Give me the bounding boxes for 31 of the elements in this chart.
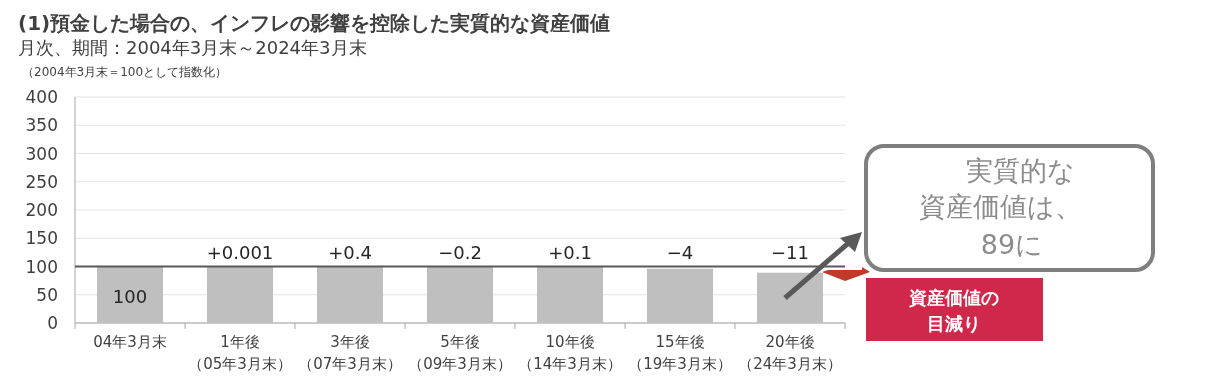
- y-tick-label: 400: [25, 87, 58, 107]
- text: 資産価値の: [908, 287, 999, 308]
- chart-subtitle: 月次、期間：2004年3月末～2024年3月末: [18, 37, 367, 58]
- y-axis-title: （2004年3月末＝100として指数化）: [22, 65, 228, 79]
- x-tick-label: 5年後（09年3月末）: [408, 333, 512, 373]
- chart-title: (1)預金した場合の、インフレの影響を控除した実質的な資産価値: [18, 11, 611, 35]
- x-tick-label: 04年3月末: [93, 333, 167, 351]
- x-tick-label: 3年後（07年3月末）: [298, 333, 402, 373]
- y-tick-label: 300: [25, 143, 58, 164]
- text: 目減り: [927, 313, 981, 334]
- y-tick-label: 0: [47, 313, 58, 333]
- x-tick-label: 1年後（05年3月末）: [188, 333, 292, 373]
- annotation: +0.001: [206, 241, 274, 263]
- y-tick-label: 50: [36, 284, 58, 305]
- annotation: −4: [666, 241, 694, 263]
- x-tick-label: 20年後（24年3月末）: [738, 333, 842, 373]
- text: 89に: [980, 229, 1044, 260]
- x-tick-label: 10年後（14年3月末）: [518, 333, 622, 373]
- text: 実質的な: [965, 155, 1075, 186]
- x-tick-label: 15年後（19年3月末）: [628, 333, 732, 373]
- y-tick-label: 150: [25, 228, 58, 249]
- text: 資産価値は、: [918, 191, 1082, 222]
- y-tick-label: 200: [25, 200, 58, 220]
- y-tick-label: 250: [25, 171, 58, 192]
- annotation: +0.4: [328, 241, 372, 263]
- annotation: −11: [771, 241, 809, 263]
- annotation: 100: [112, 285, 148, 307]
- y-tick-label: 350: [25, 115, 58, 136]
- annotation: +0.1: [548, 241, 592, 263]
- y-tick-label: 100: [25, 256, 58, 277]
- annotation: −0.2: [438, 241, 482, 263]
